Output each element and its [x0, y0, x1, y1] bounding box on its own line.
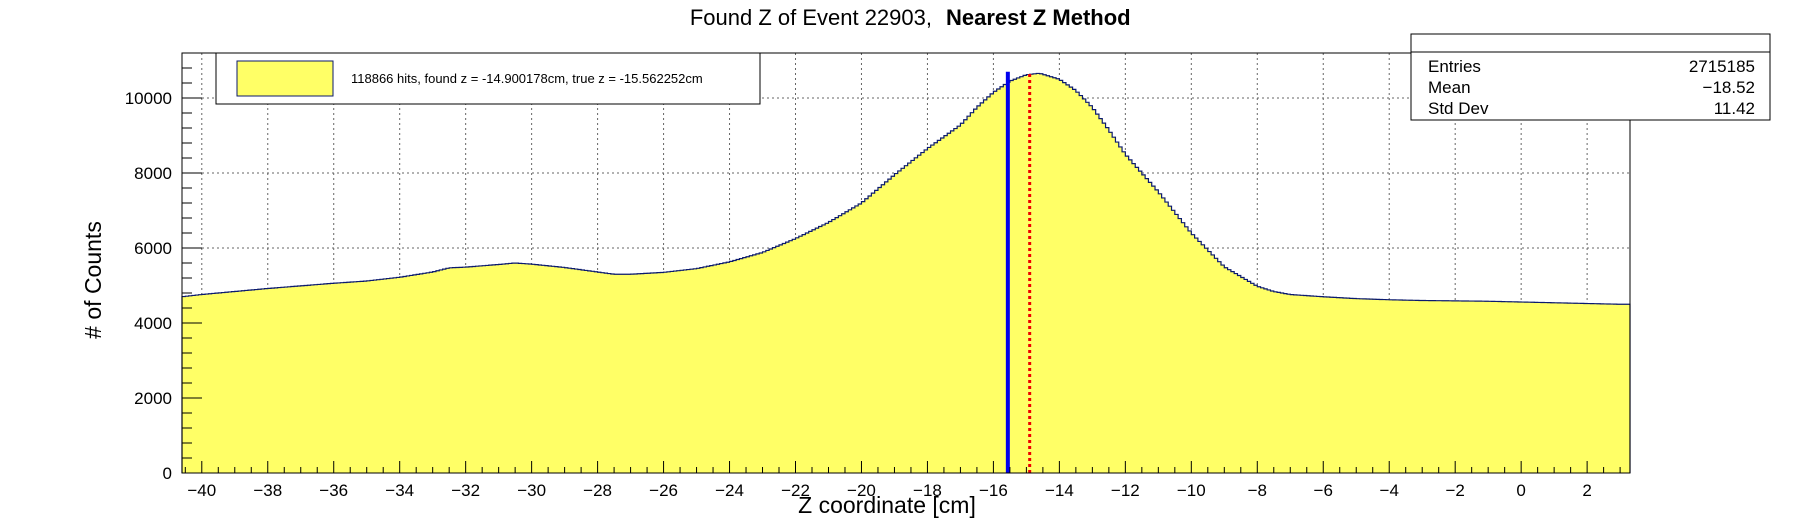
x-tick-label: −6	[1314, 481, 1333, 500]
x-tick-label: −26	[649, 481, 678, 500]
stats-stddev-value: 11.42	[1714, 99, 1755, 118]
x-tick-label: −12	[1111, 481, 1140, 500]
stats-entries-value: 2715185	[1689, 57, 1755, 76]
x-tick-label: −2	[1445, 481, 1464, 500]
x-tick-label: 2	[1582, 481, 1591, 500]
x-tick-label: −32	[451, 481, 480, 500]
x-tick-label: −24	[715, 481, 744, 500]
y-tick-label: 6000	[134, 239, 172, 258]
x-tick-label: 0	[1516, 481, 1525, 500]
chart-title: Found Z of Event 22903,	[690, 5, 932, 30]
x-tick-label: −38	[253, 481, 282, 500]
stats-entries-label: Entries	[1428, 57, 1481, 76]
x-tick-label: −14	[1045, 481, 1074, 500]
legend-swatch	[236, 60, 334, 97]
stats-frame	[1410, 33, 1771, 121]
x-tick-label: −16	[979, 481, 1008, 500]
y-tick-label: 2000	[134, 389, 172, 408]
stats-mean-value: −18.52	[1703, 78, 1755, 97]
x-tick-label: −8	[1248, 481, 1267, 500]
x-tick-label: −18	[913, 481, 942, 500]
legend: 118866 hits, found z = -14.900178cm, tru…	[215, 52, 761, 105]
x-tick-label: −4	[1380, 481, 1399, 500]
x-tick-label: −36	[319, 481, 348, 500]
y-tick-label: 4000	[134, 314, 172, 333]
x-tick-label: −28	[583, 481, 612, 500]
stats-stddev-label: Std Dev	[1428, 99, 1489, 118]
x-tick-label: −10	[1177, 481, 1206, 500]
y-axis: 0 2000 4000 6000 8000 10000	[125, 52, 202, 483]
y-axis-label: # of Counts	[80, 221, 106, 339]
stats-box: Entries 2715185 Mean −18.52 Std Dev 11.4…	[1410, 33, 1771, 121]
x-tick-label: −22	[781, 481, 810, 500]
y-tick-label: 10000	[125, 89, 172, 108]
legend-label: 118866 hits, found z = -14.900178cm, tru…	[351, 71, 703, 86]
stats-mean-label: Mean	[1428, 78, 1471, 97]
chart-title-method: Nearest Z Method	[946, 5, 1131, 30]
x-axis-label: Z coordinate [cm]	[798, 492, 976, 518]
x-tick-label: −34	[385, 481, 414, 500]
x-tick-label: −20	[847, 481, 876, 500]
y-tick-label: 8000	[134, 164, 172, 183]
histogram-outline	[181, 72, 1631, 473]
y-tick-label: 0	[163, 464, 172, 483]
x-axis: −40 −38 −36 −34 −32 −30 −28 −26 −24 −22 −20 −18 −16−…	[184, 461, 1621, 500]
x-tick-label: −30	[517, 481, 546, 500]
histogram-fill	[182, 73, 1630, 473]
x-tick-label: −40	[187, 481, 216, 500]
